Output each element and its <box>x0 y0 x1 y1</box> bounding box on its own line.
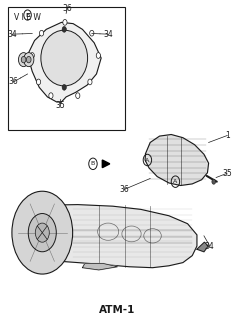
Text: A: A <box>173 179 178 184</box>
Circle shape <box>90 30 94 36</box>
Circle shape <box>62 84 66 90</box>
Circle shape <box>36 79 41 85</box>
Text: 36: 36 <box>120 185 129 194</box>
Circle shape <box>96 52 100 58</box>
Circle shape <box>30 52 34 58</box>
Text: 35: 35 <box>222 169 232 178</box>
Polygon shape <box>102 160 110 168</box>
FancyBboxPatch shape <box>8 7 125 130</box>
Circle shape <box>76 93 80 99</box>
Text: 36: 36 <box>9 77 18 86</box>
Circle shape <box>28 213 56 252</box>
Circle shape <box>62 27 66 32</box>
Circle shape <box>21 56 26 63</box>
Polygon shape <box>27 22 101 102</box>
Text: ATM-1: ATM-1 <box>99 305 136 316</box>
Text: A: A <box>145 157 149 163</box>
Text: 34: 34 <box>8 30 17 39</box>
Text: 34: 34 <box>103 30 113 39</box>
Circle shape <box>24 52 34 67</box>
Circle shape <box>19 52 29 67</box>
Circle shape <box>49 93 53 99</box>
Circle shape <box>212 179 216 184</box>
Circle shape <box>63 20 67 25</box>
Text: 35: 35 <box>55 101 65 110</box>
Polygon shape <box>82 264 118 270</box>
Polygon shape <box>145 134 209 186</box>
Circle shape <box>26 56 31 63</box>
Polygon shape <box>197 242 208 252</box>
Circle shape <box>88 79 92 85</box>
Text: 1: 1 <box>225 131 230 140</box>
Text: B: B <box>91 161 95 166</box>
Circle shape <box>35 223 49 242</box>
Text: 34: 34 <box>205 242 215 251</box>
Circle shape <box>12 191 73 274</box>
Text: B: B <box>25 12 30 18</box>
Ellipse shape <box>41 30 88 86</box>
Text: 36: 36 <box>63 4 72 13</box>
Text: V I E W: V I E W <box>14 13 40 22</box>
Polygon shape <box>18 204 197 268</box>
Circle shape <box>39 30 44 36</box>
